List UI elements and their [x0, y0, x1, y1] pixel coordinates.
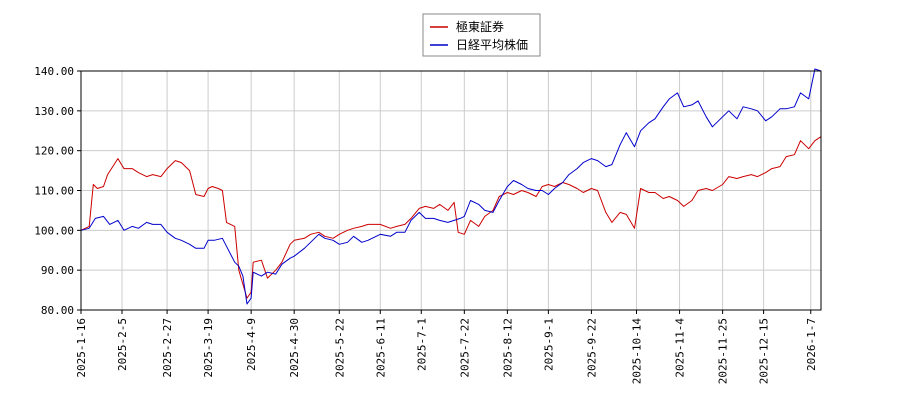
y-tick-label: 100.00	[34, 224, 74, 237]
x-tick-label: 2025-2-27	[161, 318, 174, 378]
y-tick-label: 140.00	[34, 65, 74, 78]
x-tick-label: 2025-4-9	[245, 318, 258, 371]
y-tick-label: 80.00	[41, 304, 74, 317]
x-tick-label: 2025-10-14	[631, 318, 644, 385]
legend: 極東証券 日経平均株価	[422, 13, 541, 57]
y-tick-label: 110.00	[34, 185, 74, 198]
legend-label-series-2: 日経平均株価	[456, 37, 528, 52]
x-tick-label: 2025-6-11	[374, 318, 387, 378]
x-tick-label: 2026-1-7	[805, 318, 818, 371]
y-tick-label: 130.00	[34, 105, 74, 118]
x-tick-label: 2025-2-5	[116, 318, 129, 371]
legend-box	[422, 13, 541, 57]
y-axis: 80.00 90.00 100.00 110.00 120.00 130.00 140.00	[34, 65, 81, 317]
legend-label-series-1: 極東証券	[456, 19, 504, 34]
x-tick-label: 2025-7-22	[458, 318, 471, 378]
x-tick-label: 2025-9-1	[542, 318, 555, 371]
y-tick-label: 90.00	[41, 264, 74, 277]
x-tick-label: 2025-7-1	[415, 318, 428, 371]
x-tick-label: 2025-5-22	[333, 318, 346, 378]
series-line-1	[80, 136, 822, 299]
grid	[80, 70, 821, 311]
x-tick-label: 2025-4-30	[288, 318, 301, 378]
x-tick-label: 2025-3-19	[202, 318, 215, 378]
x-tick-label: 2025-12-15	[758, 318, 771, 384]
series-lines	[80, 68, 822, 305]
x-tick-label: 2025-1-16	[75, 318, 88, 378]
x-tick-label: 2025-9-22	[585, 318, 598, 378]
y-tick-label: 120.00	[34, 145, 74, 158]
series-line-2	[80, 68, 822, 305]
x-axis: 2025-1-16 2025-2-5 2025-2-27 2025-3-19 2025-…	[75, 310, 818, 384]
x-tick-label: 2025-11-4	[674, 318, 687, 378]
x-tick-label: 2025-11-25	[717, 318, 730, 384]
x-tick-label: 2025-8-12	[501, 318, 514, 378]
